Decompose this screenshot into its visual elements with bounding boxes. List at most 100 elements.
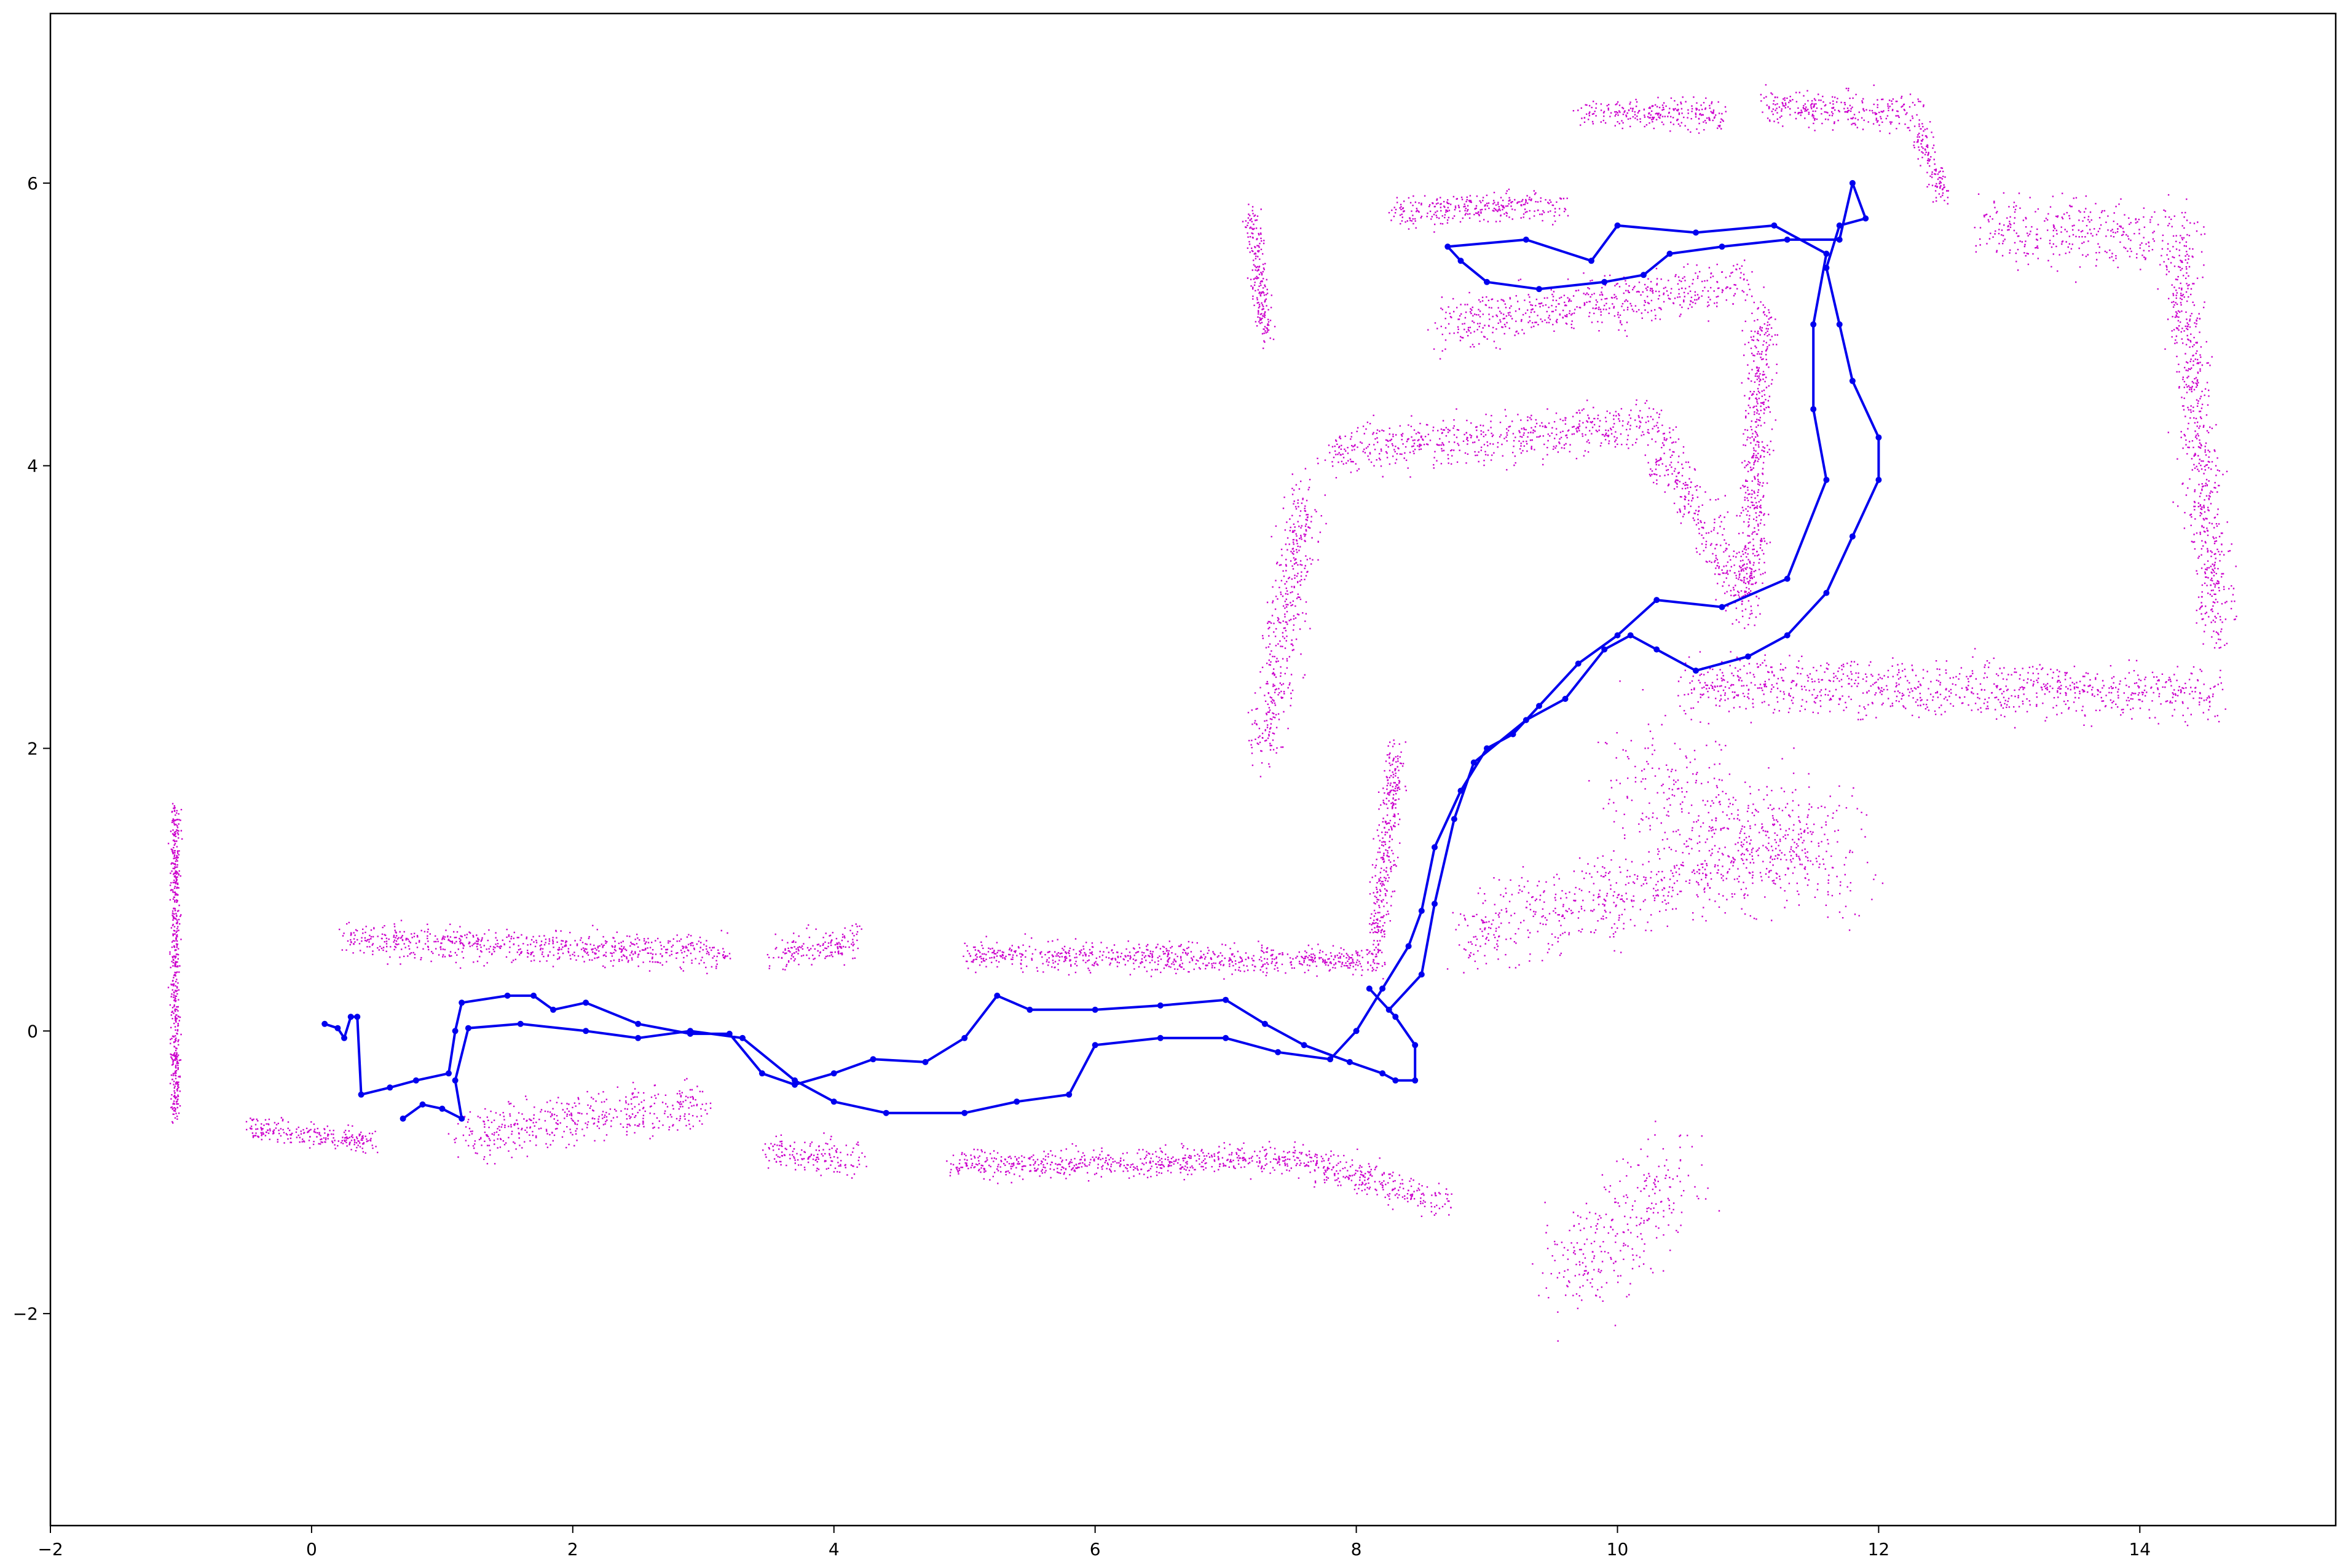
trajectory-marker (1693, 229, 1699, 236)
trajectory-marker (1601, 278, 1608, 285)
trajectory-marker (452, 1028, 459, 1034)
trajectory-marker (1092, 1042, 1098, 1049)
trajectory-marker (419, 1101, 426, 1108)
trajectory-marker (1457, 258, 1464, 264)
trajectory-marker (1575, 660, 1582, 667)
trajectory-marker (1875, 476, 1882, 483)
trajectory-marker (504, 992, 511, 999)
trajectory-marker (1457, 787, 1464, 794)
trajectory-marker (465, 1025, 471, 1031)
trajectory-marker (1346, 1058, 1353, 1065)
trajectory-marker (347, 1014, 354, 1020)
trajectory-marker (635, 1034, 642, 1041)
trajectory-marker (1484, 745, 1490, 752)
trajectory-marker (961, 1034, 968, 1041)
trajectory-marker (412, 1077, 419, 1084)
trajectory-marker (1327, 1056, 1334, 1063)
trajectory-marker (1392, 1077, 1399, 1084)
trajectory-marker (1432, 844, 1438, 851)
trajectory-marker (1823, 476, 1830, 483)
x-tick-label: 8 (1351, 1539, 1362, 1559)
trajectory-marker (1836, 236, 1843, 243)
trajectory-marker (583, 999, 589, 1006)
trajectory-marker (1014, 1098, 1020, 1105)
trajectory-line (324, 181, 1880, 1120)
trajectory-marker (883, 1109, 889, 1116)
trajectory-marker (1771, 222, 1778, 229)
x-tick-label: 2 (567, 1539, 578, 1559)
trajectory-marker (739, 1034, 746, 1041)
trajectory-marker (1641, 272, 1647, 278)
y-tick-label: 4 (27, 456, 38, 476)
trajectory-marker (452, 1077, 459, 1084)
trajectory-marker (1470, 759, 1477, 766)
trajectory-marker (459, 1115, 465, 1122)
trajectory-marker (1823, 250, 1830, 257)
x-tick-label: 10 (1607, 1539, 1629, 1559)
trajectory-marker (1823, 264, 1830, 271)
trajectory-marker (1562, 696, 1569, 702)
trajectory-marker (635, 1020, 642, 1027)
trajectory-marker (446, 1070, 452, 1077)
trajectory-marker (1418, 907, 1425, 914)
trajectory-marker (1510, 731, 1516, 738)
trajectory-marker (1588, 258, 1594, 264)
trajectory-marker (459, 999, 465, 1006)
trajectory-marker (687, 1028, 693, 1034)
trajectory-marker (1849, 377, 1856, 384)
x-tick-label: 0 (306, 1539, 317, 1559)
trajectory-marker (1223, 996, 1229, 1003)
trajectory-marker (1875, 434, 1882, 441)
trajectory-marker (1810, 321, 1817, 328)
trajectory-marker (1366, 985, 1373, 992)
trajectory-marker (1614, 222, 1621, 229)
trajectory-marker (792, 1081, 798, 1088)
trajectory-marker (1405, 943, 1412, 950)
trajectory-marker (321, 1020, 328, 1027)
trajectory-marker (341, 1034, 347, 1041)
y-tick-label: 2 (27, 739, 38, 759)
x-tick-label: 14 (2129, 1539, 2151, 1559)
trajectory-marker (1862, 215, 1869, 222)
trajectory-marker (1523, 236, 1529, 243)
trajectory-marker (1379, 1070, 1386, 1077)
trajectory-marker (334, 1025, 341, 1031)
trajectory-marker (1810, 406, 1817, 412)
trajectory-marker (792, 1077, 798, 1084)
trajectory-marker (1719, 243, 1725, 250)
trajectory-marker (922, 1058, 929, 1065)
trajectory-marker (994, 992, 1001, 999)
trajectory-marker (387, 1084, 393, 1091)
trajectory-marker (1744, 653, 1751, 660)
trajectory-marker (1418, 971, 1425, 978)
trajectory-marker (1157, 1034, 1164, 1041)
trajectory-marker (1066, 1091, 1073, 1098)
trajectory-marker (1653, 597, 1660, 604)
trajectory-marker (1536, 703, 1542, 709)
x-tick-label: −2 (37, 1539, 63, 1559)
trajectory-marker (1784, 632, 1791, 639)
trajectory-marker (1627, 632, 1634, 639)
y-tick-label: 0 (27, 1021, 38, 1041)
trajectory-marker (1275, 1049, 1282, 1055)
trajectory-marker (1784, 575, 1791, 582)
trajectory-marker (1523, 717, 1529, 723)
x-axis: −2 0 2 4 6 8 10 12 14 (37, 1526, 2151, 1559)
trajectory-marker (358, 1091, 364, 1098)
trajectory-marker (1719, 604, 1725, 610)
trajectory-marker (400, 1115, 406, 1122)
x-tick-label: 12 (1868, 1539, 1890, 1559)
trajectory-marker (1385, 1006, 1392, 1013)
trajectory-marker (1666, 250, 1673, 257)
trajectory-marker (830, 1070, 837, 1077)
trajectory-marker (1412, 1077, 1419, 1084)
trajectory-marker (1849, 179, 1856, 186)
trajectory-marker (961, 1109, 968, 1116)
trajectory-marker (1223, 1034, 1229, 1041)
trajectory-marker (1412, 1042, 1419, 1049)
y-tick-label: −2 (13, 1304, 38, 1324)
trajectory-marker (1536, 286, 1542, 293)
trajectory-marker (1026, 1006, 1033, 1013)
